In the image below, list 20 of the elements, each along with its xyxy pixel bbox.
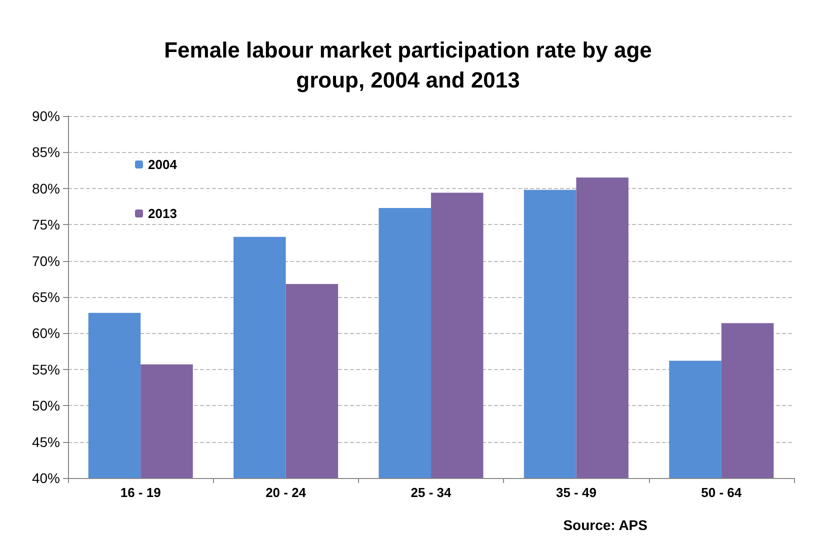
x-tick-label: 16 - 19 xyxy=(120,485,161,500)
y-tick-label: 80% xyxy=(32,180,60,196)
y-tick-label: 60% xyxy=(32,325,60,342)
x-tick-label: 25 - 34 xyxy=(410,485,452,500)
y-tick-label: 55% xyxy=(32,361,60,378)
x-tick-label: 35 - 49 xyxy=(556,485,596,500)
x-tick-label: 50 - 64 xyxy=(701,485,742,500)
source-note: Source: APS xyxy=(563,517,648,533)
y-tick-label: 45% xyxy=(32,434,60,450)
legend-label: 2004 xyxy=(148,157,178,172)
y-tick-label: 65% xyxy=(32,289,60,305)
chart-title: Female labour market participation rate by age group, 2004 and 2013 xyxy=(164,38,652,92)
x-tick-label: 20 - 24 xyxy=(266,485,307,500)
y-tick-label: 50% xyxy=(32,398,60,414)
y-tick-label: 40% xyxy=(32,470,60,486)
legend-label: 2013 xyxy=(148,206,177,221)
y-tick-label: 85% xyxy=(32,144,60,160)
y-tick-label: 75% xyxy=(32,216,60,233)
y-tick-label: 70% xyxy=(32,252,60,269)
y-tick-label: 90% xyxy=(32,108,60,124)
